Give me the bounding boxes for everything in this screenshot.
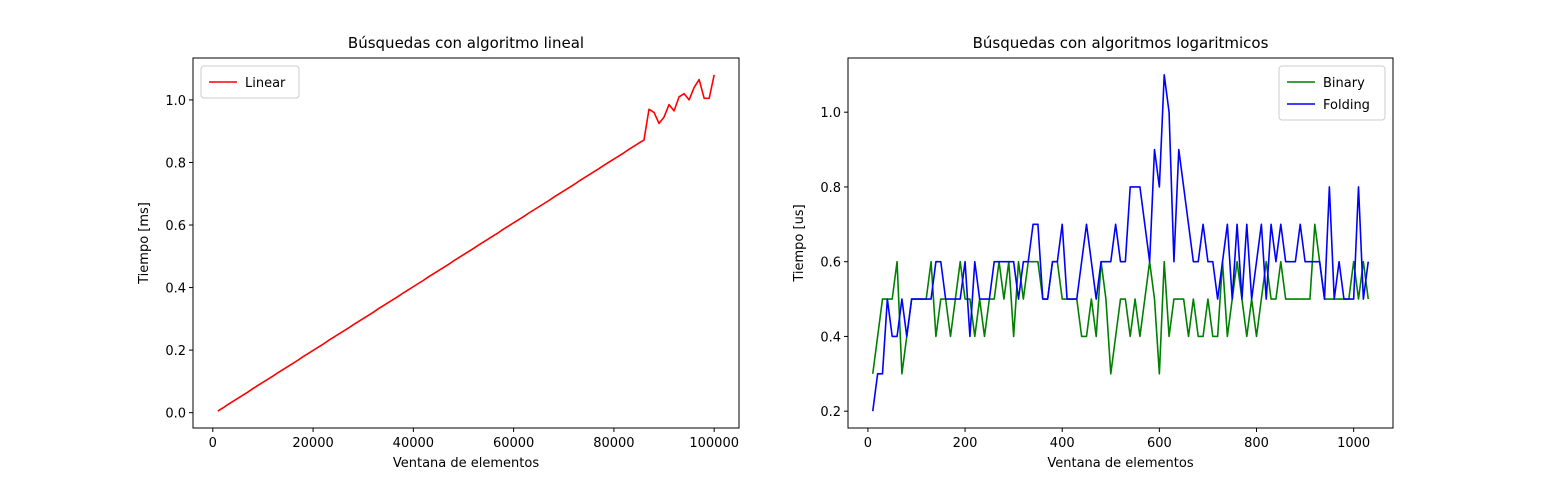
y-tick-label: 0.0 — [165, 407, 186, 422]
y-tick-label: 1.0 — [165, 94, 186, 109]
legend: Linear — [200, 65, 300, 99]
x-tick-label: 80000 — [593, 436, 634, 451]
x-tick-label: 100000 — [689, 436, 739, 451]
chart-title: Búsquedas con algoritmos logaritmicos — [973, 34, 1269, 52]
legend-label: Binary — [1323, 76, 1365, 91]
x-tick-label: 0 — [864, 436, 872, 451]
y-tick-label: 0.8 — [165, 156, 186, 171]
y-axis-label: Tiempo [ms] — [137, 202, 152, 285]
x-tick-label: 40000 — [393, 436, 434, 451]
legend-label: Folding — [1323, 98, 1370, 113]
y-tick-label: 0.6 — [820, 256, 841, 271]
y-tick-label: 0.4 — [820, 330, 841, 345]
y-tick-label: 0.6 — [165, 219, 186, 234]
y-tick-label: 0.2 — [820, 405, 841, 420]
x-tick-label: 200 — [953, 436, 978, 451]
x-tick-label: 1000 — [1337, 436, 1370, 451]
data-line — [217, 74, 715, 412]
legend-box — [200, 65, 300, 99]
legend-label: Linear — [245, 76, 286, 91]
y-tick-label: 1.0 — [820, 106, 841, 121]
y-tick-label: 0.4 — [165, 282, 186, 297]
x-tick-label: 0 — [209, 436, 217, 451]
legend-box — [1278, 65, 1386, 121]
y-axis-label: Tiempo [us] — [792, 204, 807, 282]
y-tick-label: 0.8 — [820, 181, 841, 196]
x-tick-label: 20000 — [292, 436, 333, 451]
plot-frame — [847, 57, 1394, 429]
x-axis-label: Ventana de elementos — [393, 456, 539, 471]
x-tick-label: 800 — [1244, 436, 1269, 451]
x-tick-label: 60000 — [493, 436, 534, 451]
chart-title: Búsquedas con algoritmo lineal — [348, 34, 584, 52]
y-tick-label: 0.2 — [165, 344, 186, 359]
data-line — [871, 74, 1370, 412]
x-tick-label: 400 — [1050, 436, 1075, 451]
x-axis-label: Ventana de elementos — [1047, 456, 1193, 471]
x-tick-label: 600 — [1147, 436, 1172, 451]
plot-frame — [192, 57, 740, 429]
legend: Binary Folding — [1278, 65, 1386, 121]
